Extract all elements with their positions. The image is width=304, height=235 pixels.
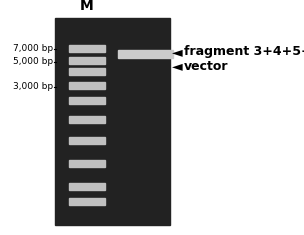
Bar [69, 57, 105, 64]
Text: vector: vector [184, 59, 229, 73]
Text: fragment 3+4+5+6: fragment 3+4+5+6 [184, 46, 304, 59]
Text: ◄: ◄ [172, 45, 183, 59]
Bar [69, 97, 105, 104]
Bar [69, 160, 105, 167]
Text: 7,000 bp: 7,000 bp [13, 44, 53, 53]
Bar [118, 50, 172, 58]
Bar [69, 45, 105, 52]
Bar [55, 18, 170, 225]
Text: 5,000 bp: 5,000 bp [13, 57, 53, 66]
Text: ◄: ◄ [172, 59, 183, 73]
Bar [69, 198, 105, 205]
Bar [69, 183, 105, 190]
Bar [69, 82, 105, 89]
Bar [69, 116, 105, 123]
Bar [69, 137, 105, 144]
Bar [69, 68, 105, 75]
Text: 3,000 bp: 3,000 bp [13, 82, 53, 91]
Text: M: M [80, 0, 94, 13]
